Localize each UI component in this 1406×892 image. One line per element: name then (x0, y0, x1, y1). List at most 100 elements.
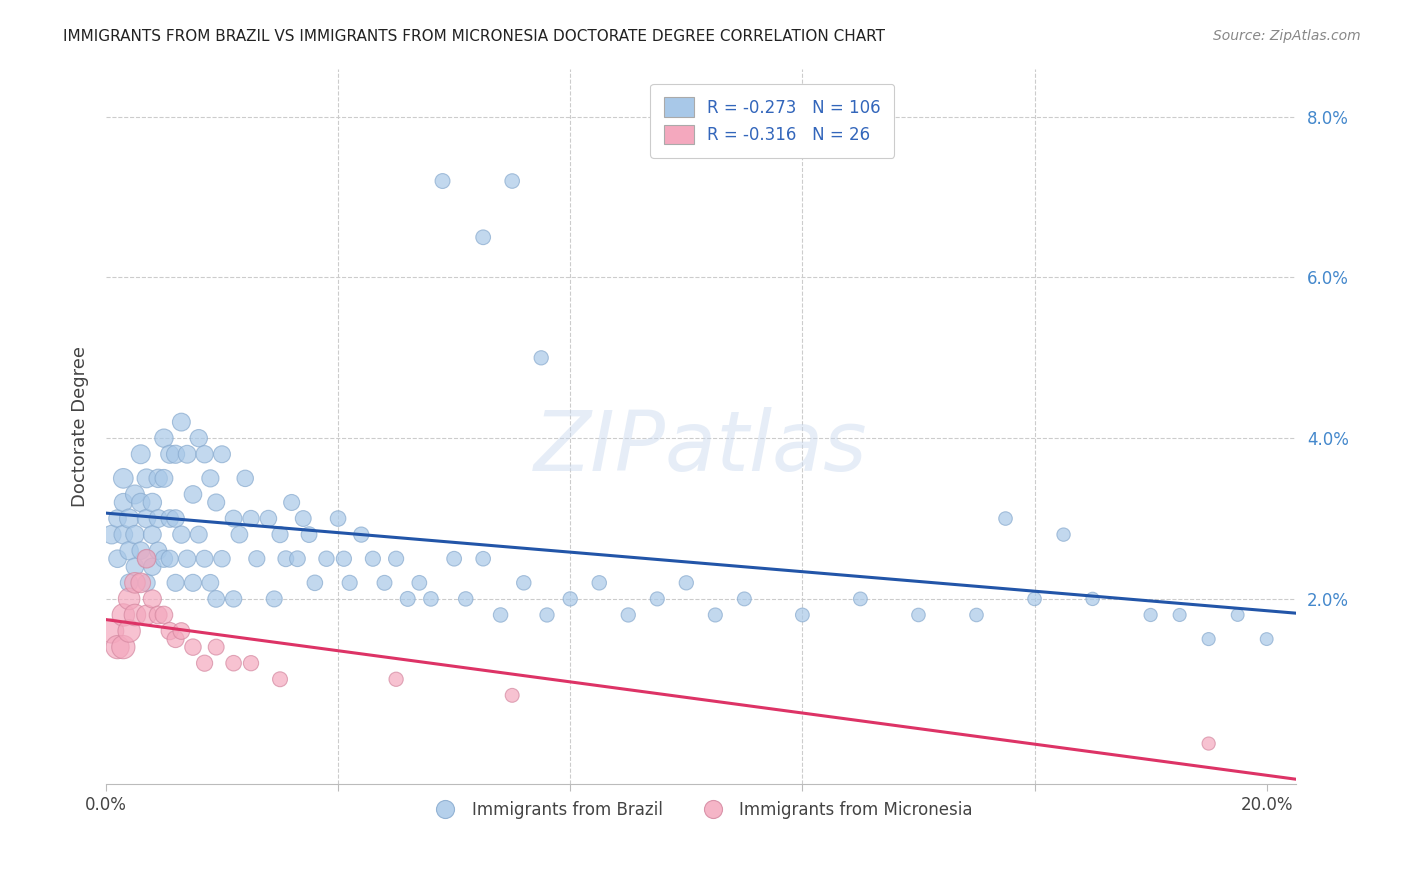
Text: ZIPatlas: ZIPatlas (534, 407, 868, 488)
Point (849, 591, 872, 606)
Point (233, 471, 256, 485)
Point (1081, 591, 1104, 606)
Point (100, 527, 122, 541)
Point (194, 551, 217, 566)
Point (333, 551, 356, 566)
Point (966, 607, 988, 622)
Point (200, 575, 222, 590)
Point (222, 656, 245, 670)
Point (118, 591, 141, 606)
Point (165, 632, 187, 646)
Point (141, 527, 163, 541)
Point (159, 511, 181, 525)
Point (129, 575, 152, 590)
Point (733, 591, 755, 606)
Point (153, 431, 176, 445)
Point (135, 607, 157, 622)
Point (472, 230, 495, 244)
Point (153, 471, 176, 485)
Point (240, 511, 263, 525)
Point (339, 575, 361, 590)
Point (112, 495, 135, 509)
Point (304, 575, 326, 590)
Point (560, 591, 582, 606)
Point (153, 607, 176, 622)
Point (205, 640, 228, 654)
Point (1256, 632, 1278, 646)
Point (269, 673, 291, 687)
Point (292, 511, 315, 525)
Point (907, 607, 929, 622)
Point (361, 551, 384, 566)
Point (112, 640, 135, 654)
Point (141, 559, 163, 574)
Point (205, 591, 228, 606)
Point (222, 591, 245, 606)
Point (124, 607, 146, 622)
Point (135, 511, 157, 525)
Point (112, 471, 135, 485)
Point (112, 607, 135, 622)
Point (408, 575, 430, 590)
Point (373, 575, 395, 590)
Point (501, 689, 523, 703)
Point (472, 551, 495, 566)
Point (146, 471, 169, 485)
Point (118, 575, 141, 590)
Point (246, 551, 269, 566)
Text: Source: ZipAtlas.com: Source: ZipAtlas.com (1213, 29, 1361, 43)
Point (159, 624, 181, 638)
Point (100, 624, 122, 638)
Point (118, 511, 141, 525)
Point (107, 511, 129, 525)
Point (274, 551, 297, 566)
Point (187, 527, 209, 541)
Point (170, 415, 193, 429)
Point (118, 543, 141, 558)
Point (211, 447, 233, 461)
Point (205, 495, 228, 509)
Point (489, 607, 512, 622)
Point (181, 640, 204, 654)
Point (536, 607, 558, 622)
Point (135, 471, 157, 485)
Point (129, 543, 152, 558)
Point (135, 575, 157, 590)
Text: IMMIGRANTS FROM BRAZIL VS IMMIGRANTS FROM MICRONESIA DOCTORATE DEGREE CORRELATIO: IMMIGRANTS FROM BRAZIL VS IMMIGRANTS FRO… (63, 29, 886, 44)
Point (1226, 607, 1249, 622)
Point (1139, 607, 1161, 622)
Point (176, 447, 198, 461)
Point (107, 640, 129, 654)
Point (112, 527, 135, 541)
Point (118, 624, 141, 638)
Point (617, 607, 640, 622)
Point (124, 527, 146, 541)
Point (181, 575, 204, 590)
Point (165, 575, 187, 590)
Point (1168, 607, 1191, 622)
Point (1024, 591, 1046, 606)
Point (645, 591, 668, 606)
Point (170, 527, 193, 541)
Point (501, 174, 523, 188)
Point (141, 495, 163, 509)
Point (287, 551, 309, 566)
Point (432, 174, 454, 188)
Point (165, 447, 187, 461)
Point (315, 551, 337, 566)
Point (170, 624, 193, 638)
Point (146, 543, 169, 558)
Point (240, 656, 263, 670)
Point (350, 527, 373, 541)
Point (107, 551, 129, 566)
Point (454, 591, 477, 606)
Point (141, 591, 163, 606)
Point (298, 527, 321, 541)
Point (135, 551, 157, 566)
Point (419, 591, 441, 606)
Point (159, 447, 181, 461)
Point (129, 447, 152, 461)
Y-axis label: Doctorate Degree: Doctorate Degree (72, 345, 89, 507)
Point (1198, 632, 1220, 646)
Point (385, 673, 408, 687)
